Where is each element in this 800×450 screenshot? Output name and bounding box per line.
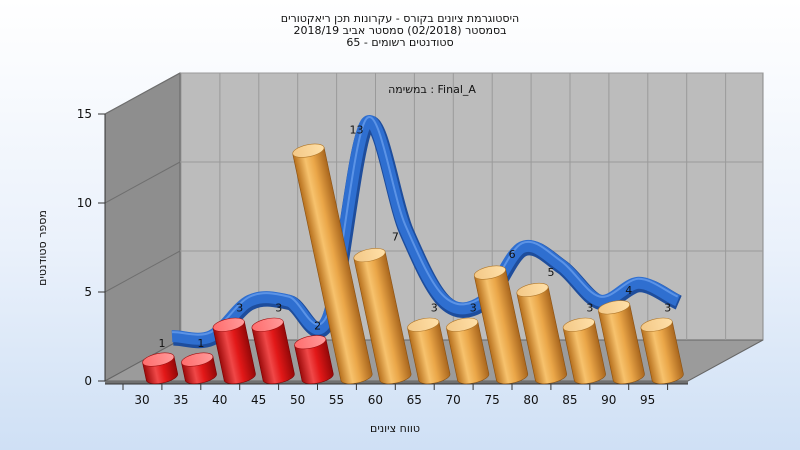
annotation: במשימה : Final_A — [388, 83, 476, 96]
bar-top — [407, 317, 440, 332]
data-label: 3 — [275, 302, 282, 315]
bar: 3 — [562, 302, 606, 385]
bar: 3 — [212, 302, 256, 385]
gridlines — [104, 72, 763, 340]
bar-body — [516, 286, 567, 385]
x-tick-label: 95 — [640, 393, 655, 407]
trend-curve — [171, 114, 683, 349]
title-line: סטודנטים רשומים - 65 — [346, 36, 453, 49]
data-label: 6 — [509, 248, 516, 261]
bar-body — [212, 321, 256, 385]
bar-body — [446, 321, 490, 385]
y-tick-label: 15 — [77, 107, 92, 121]
bar-top — [212, 317, 245, 332]
bar-body — [294, 338, 334, 385]
data-label: 7 — [392, 230, 399, 243]
bar-top — [294, 335, 327, 350]
x-tick-label: 35 — [173, 393, 188, 407]
bar-body — [597, 303, 645, 385]
bar: 1 — [142, 337, 178, 385]
data-label: 3 — [236, 302, 243, 315]
bar-body — [353, 251, 412, 385]
y-tick-label: 0 — [84, 374, 92, 388]
data-label: 4 — [625, 284, 632, 297]
x-tick-label: 45 — [251, 393, 266, 407]
bar: 3 — [640, 302, 684, 385]
y-tick-label: 10 — [77, 196, 92, 210]
data-label: 1 — [197, 337, 204, 350]
bar: 3 — [251, 302, 295, 385]
bar-top — [516, 282, 549, 297]
data-label: 1 — [159, 337, 166, 350]
x-axis: 30 35 40 45 50 55 60 65 70 75 80 85 90 95 — [105, 383, 688, 407]
bar-body — [251, 321, 295, 385]
data-label: 3 — [470, 302, 477, 315]
bar-top — [142, 352, 175, 367]
bar-top — [181, 352, 214, 367]
title-line: בסמסטר (02/2018) סמסטר אביב 2018/19 — [293, 24, 506, 37]
bar: 6 — [473, 248, 529, 385]
x-tick-label: 65 — [407, 393, 422, 407]
bar: 1 — [181, 337, 217, 385]
x-tick-label: 50 — [290, 393, 305, 407]
bar: 7 — [353, 230, 412, 385]
title-line: היסטוגרמת ציונים בקורס - עקרונות תכן ריא… — [281, 12, 519, 25]
trend-curve-highlight — [171, 115, 679, 336]
x-tick-label: 75 — [484, 393, 499, 407]
bar: 13 — [292, 124, 373, 385]
bar-top — [353, 248, 386, 263]
y-tick-label: 5 — [84, 285, 92, 299]
y-axis: 0 5 10 15 — [77, 107, 106, 388]
bar-top — [292, 143, 325, 158]
y-axis-title: מספר סטודנטים — [36, 210, 49, 286]
x-axis-title: טווח ציונים — [370, 422, 420, 435]
bar-top — [446, 317, 479, 332]
x-tick-label: 55 — [329, 393, 344, 407]
trend-curve-ribbon — [171, 114, 681, 345]
bar-top — [251, 317, 284, 332]
data-label: 3 — [664, 302, 671, 315]
x-tick-label: 60 — [368, 393, 383, 407]
bar-body — [292, 146, 373, 385]
bar: 4 — [597, 284, 645, 385]
bar-top — [597, 300, 630, 315]
x-tick-label: 80 — [523, 393, 538, 407]
gridline-side — [104, 72, 181, 115]
data-label: 13 — [350, 124, 364, 137]
bar-body — [640, 321, 684, 385]
x-tick-label: 85 — [562, 393, 577, 407]
gridline-side — [104, 161, 181, 204]
chart-title: היסטוגרמת ציונים בקורס - עקרונות תכן ריא… — [281, 12, 519, 49]
side-wall — [104, 72, 181, 382]
data-label: 3 — [431, 302, 438, 315]
bar-top — [562, 317, 595, 332]
x-tick-label: 40 — [212, 393, 227, 407]
data-label: 5 — [548, 266, 555, 279]
bar: 3 — [446, 302, 490, 385]
bar-body — [473, 268, 529, 385]
bar: 3 — [407, 302, 451, 385]
bar-top — [640, 317, 673, 332]
x-tick-label: 90 — [601, 393, 616, 407]
data-label: 2 — [314, 319, 321, 332]
bar-body — [562, 321, 606, 385]
bar-body — [407, 321, 451, 385]
bar: 2 — [294, 319, 334, 385]
x-tick-label: 30 — [134, 393, 149, 407]
gridline-side — [104, 250, 181, 293]
data-label: 3 — [586, 302, 593, 315]
bar-top — [473, 265, 506, 280]
x-tick-label: 70 — [446, 393, 461, 407]
bar: 5 — [516, 266, 567, 385]
